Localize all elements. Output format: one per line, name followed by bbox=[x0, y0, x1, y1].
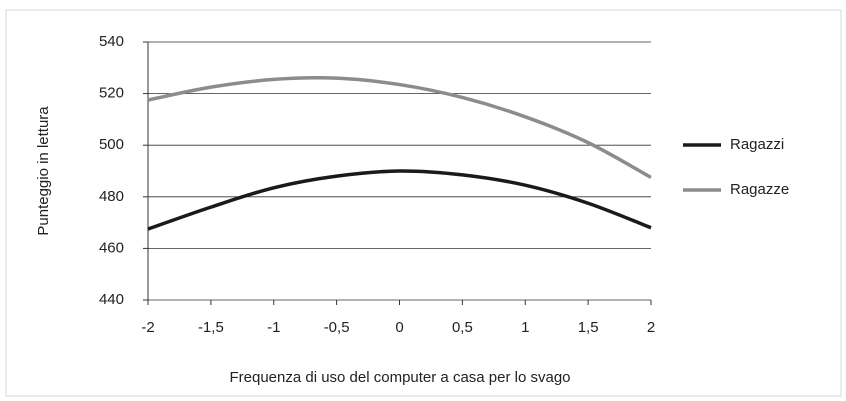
legend-label: Ragazzi bbox=[730, 136, 784, 153]
x-axis-label: Frequenza di uso del computer a casa per… bbox=[229, 369, 570, 386]
x-tick-label: 2 bbox=[647, 319, 655, 336]
y-tick-label: 440 bbox=[99, 291, 124, 308]
x-tick-label: 1,5 bbox=[578, 319, 599, 336]
chart-frame bbox=[5, 9, 842, 397]
series-line bbox=[147, 75, 652, 179]
y-tick-label: 540 bbox=[99, 33, 124, 50]
y-axis-label: Punteggio in lettura bbox=[35, 106, 52, 236]
y-tick-label: 520 bbox=[99, 85, 124, 102]
x-tick-label: -2 bbox=[141, 319, 154, 336]
x-tick-label: -1 bbox=[267, 319, 280, 336]
x-tick-label: 1 bbox=[521, 319, 529, 336]
x-tick-label: 0 bbox=[395, 319, 403, 336]
x-tick-label: 0,5 bbox=[452, 319, 473, 336]
legend-label: Ragazze bbox=[730, 181, 789, 198]
x-tick-label: -0,5 bbox=[324, 319, 350, 336]
series-line bbox=[147, 169, 652, 231]
y-tick-label: 500 bbox=[99, 136, 124, 153]
y-tick-label: 460 bbox=[99, 239, 124, 256]
y-tick-label: 480 bbox=[99, 188, 124, 205]
x-tick-label: -1,5 bbox=[198, 319, 224, 336]
